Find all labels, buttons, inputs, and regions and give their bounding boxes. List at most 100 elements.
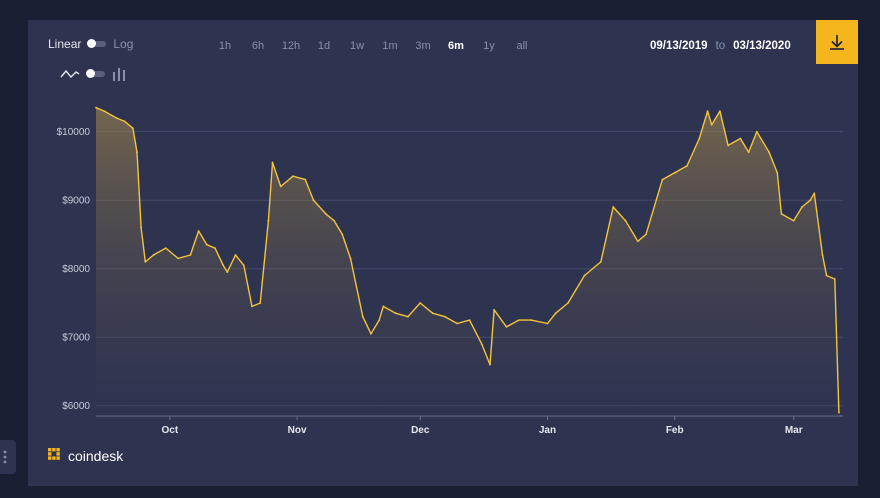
date-to[interactable]: 03/13/2020 [733,40,791,52]
y-axis: $6000 $7000 $8000 $9000 $10000 [57,127,91,412]
download-button[interactable] [816,20,858,64]
chart-panel: Linear Log 1h 6h 12h 1d 1w 1m 3m 6m 1y a… [28,20,858,486]
price-point [747,151,750,154]
price-point [304,178,307,181]
price-point [324,213,327,215]
side-tab[interactable] [0,440,16,474]
price-point [431,312,434,315]
x-tick-label: Dec [411,425,430,436]
price-point [706,110,709,112]
range-1w[interactable]: 1w [349,40,365,52]
scale-log-label[interactable]: Log [113,37,134,51]
price-point [259,302,262,304]
range-3m[interactable]: 3m [415,40,431,52]
chart-style-toggle[interactable] [60,67,126,81]
side-tab-icon [3,450,7,464]
price-point [132,127,134,130]
range-6m[interactable]: 6m [448,40,464,52]
price-point [599,261,602,263]
price-point [612,206,615,208]
price-point [123,120,126,123]
price-point [546,322,549,325]
price-point [825,274,828,277]
range-1m[interactable]: 1m [382,40,398,52]
price-point [136,151,138,154]
price-point [226,271,229,273]
x-axis: Oct Nov Dec Jan Feb Mar [162,416,803,436]
scale-linear-label[interactable]: Linear [48,37,82,51]
download-icon [830,35,844,50]
price-point [456,322,459,325]
coindesk-logo[interactable]: coindesk [48,448,123,464]
price-point [140,226,142,229]
y-tick-label: $6000 [62,401,90,412]
price-point [686,165,688,167]
price-chart: $6000 $7000 $8000 $9000 $10000 Oct Nov Dec Jan F… [57,106,843,436]
coindesk-logo-text: coindesk [68,448,124,464]
price-point [768,151,770,154]
range-1y[interactable]: 1y [483,40,495,52]
scale-switch[interactable] [87,39,107,48]
y-tick-label: $8000 [62,264,90,275]
price-point [103,110,106,112]
range-1h[interactable]: 1h [218,40,232,52]
line-chart-icon[interactable] [60,68,80,80]
bar-chart-icon[interactable] [112,67,126,81]
price-point [267,219,270,222]
price-point [567,302,569,304]
price-point [407,315,409,318]
date-from[interactable]: 09/13/2019 [650,40,708,52]
price-point [809,199,812,202]
range-6h[interactable]: 6h [251,40,265,52]
price-point [505,326,508,328]
price-point [801,206,803,208]
price-point [755,130,758,133]
price-point [583,274,586,277]
price-point [242,264,245,267]
price-point [214,247,216,250]
price-point [177,257,180,260]
x-tick-label: Jan [539,425,556,436]
price-point [279,185,282,188]
time-range-selector: 1h 6h 12h 1d 1w 1m 3m 6m 1y all [209,40,539,52]
price-point [493,308,495,311]
price-point [698,137,701,140]
price-point [361,315,364,318]
price-point [489,363,491,366]
price-point [739,137,742,140]
range-1d[interactable]: 1d [317,40,331,52]
price-point [312,199,315,202]
x-tick-label: Oct [162,425,179,436]
price-point [813,192,816,195]
price-point [378,319,381,321]
y-tick-label: $10000 [57,127,91,138]
y-tick-label: $9000 [62,196,90,207]
price-point [189,254,192,256]
x-tick-label: Nov [288,425,307,436]
price-point [292,175,294,178]
price-point [554,312,557,315]
x-tick-label: Mar [785,425,803,436]
price-point [271,161,274,164]
range-12h[interactable]: 12h [281,40,301,52]
price-point [251,305,253,308]
price-point [575,288,578,291]
scale-toggle[interactable]: Linear Log [48,37,133,51]
price-points [95,106,840,414]
price-point [710,123,713,126]
price-point [727,144,729,147]
price-point [152,254,155,256]
price-point [444,315,446,318]
price-point [164,247,167,250]
price-point [468,319,471,321]
price-point [205,243,208,246]
range-all[interactable]: all [516,40,528,52]
price-point [838,411,840,414]
price-point [222,264,225,267]
price-line [95,107,840,413]
chart-style-switch[interactable] [86,69,105,78]
price-point [661,178,664,181]
price-point [95,106,97,109]
price-point [792,219,795,222]
price-point [530,319,532,321]
